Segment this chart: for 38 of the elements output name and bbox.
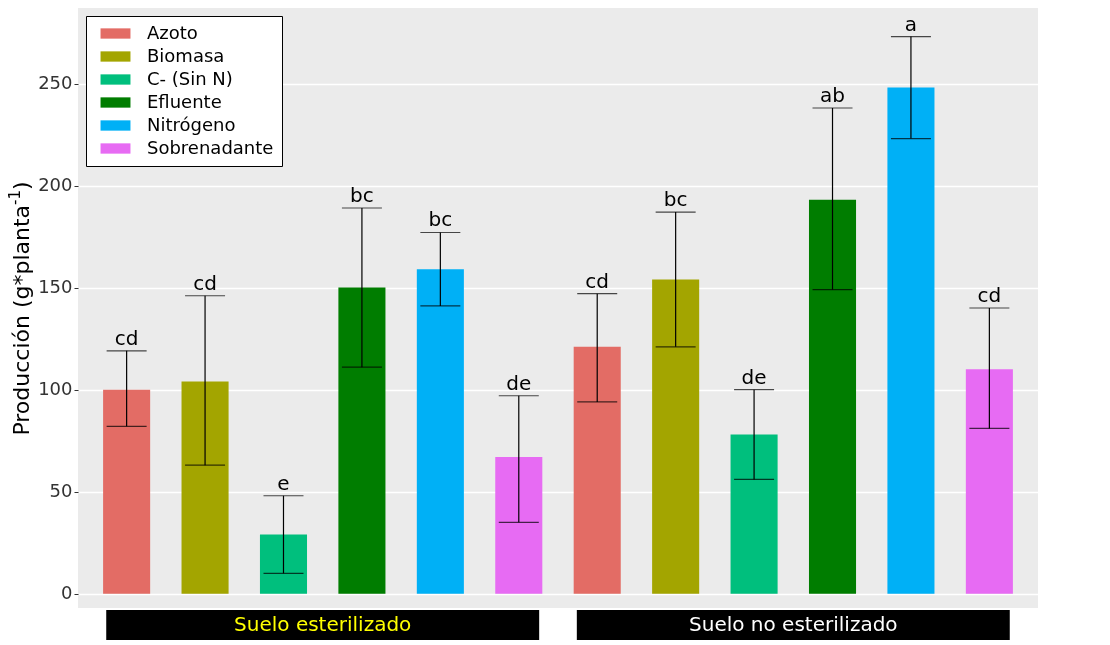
legend-label: Efluente xyxy=(147,90,222,112)
x-tick-label: Suelo no esterilizado xyxy=(689,612,898,636)
annotation: cd xyxy=(193,270,217,295)
annotation: ab xyxy=(820,83,845,107)
annotation: bc xyxy=(663,187,688,212)
annotation: bc xyxy=(350,183,374,207)
bar xyxy=(573,346,621,594)
legend-label: Sobrenadante xyxy=(147,136,274,158)
annotation: de xyxy=(741,364,767,389)
y-tick-label: 250 xyxy=(38,72,73,94)
bar xyxy=(887,87,935,594)
annotation: de xyxy=(506,370,532,395)
bar xyxy=(808,199,857,594)
annotation: a xyxy=(904,11,918,36)
bar xyxy=(495,456,543,594)
y-tick-label: 0 xyxy=(61,582,73,604)
bar xyxy=(259,534,308,594)
y-tick-label: 50 xyxy=(49,480,73,502)
bar xyxy=(965,369,1013,594)
legend-label: Nitrógeno xyxy=(147,113,236,135)
y-tick-label: 200 xyxy=(38,174,73,196)
annotation: cd xyxy=(114,325,139,350)
legend-label: Azoto xyxy=(147,21,198,43)
bar xyxy=(181,381,229,594)
bar xyxy=(730,434,778,594)
legend-label: C- (Sin N) xyxy=(147,67,233,89)
annotation: cd xyxy=(585,268,610,293)
annotation: e xyxy=(277,470,290,495)
y-tick-label: 100 xyxy=(38,378,73,400)
bar xyxy=(338,287,386,594)
annotation: cd xyxy=(977,283,1002,307)
y-tick-label: 150 xyxy=(38,276,73,298)
bar xyxy=(652,279,700,594)
bar xyxy=(103,389,151,594)
annotation: bc xyxy=(428,207,453,232)
bar xyxy=(416,269,464,594)
x-tick-label: Suelo esterilizado xyxy=(234,612,412,636)
legend-label: Biomasa xyxy=(147,44,225,66)
